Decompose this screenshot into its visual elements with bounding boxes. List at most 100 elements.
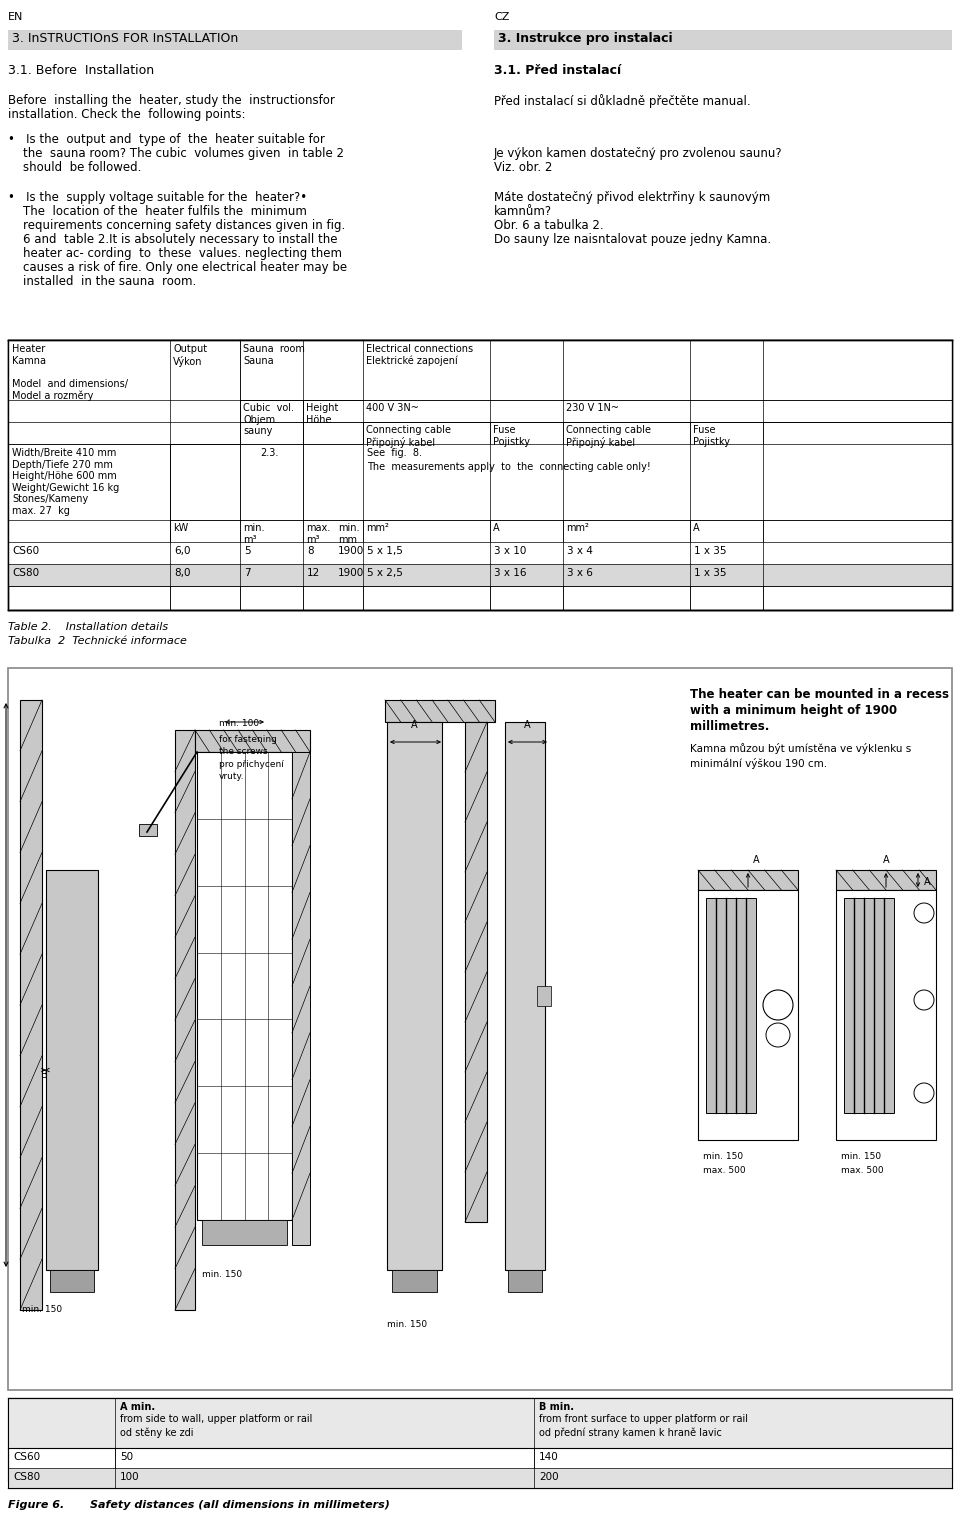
- Text: installation. Check the  following points:: installation. Check the following points…: [8, 107, 246, 121]
- Bar: [8, 542, 952, 564]
- Text: od stěny ke zdi: od stěny ke zdi: [120, 1428, 194, 1439]
- Text: Před instalací si důkladně přečtěte manual.: Před instalací si důkladně přečtěte manu…: [494, 94, 751, 107]
- Text: 3.1. Před instalací: 3.1. Před instalací: [494, 64, 621, 77]
- Text: Fuse
Pojistky: Fuse Pojistky: [693, 425, 730, 446]
- Bar: [240, 340, 363, 399]
- Bar: [385, 701, 495, 722]
- Circle shape: [914, 990, 934, 1011]
- Text: CS60: CS60: [12, 546, 39, 555]
- Text: Connecting cable
Připojný kabel: Connecting cable Připojný kabel: [566, 425, 651, 448]
- Text: Cubic  vol.
Objem
sauny: Cubic vol. Objem sauny: [243, 402, 294, 436]
- Text: 200: 200: [539, 1472, 559, 1483]
- Bar: [8, 669, 952, 1390]
- Text: 400 V 3N~: 400 V 3N~: [366, 402, 419, 413]
- Text: millimetres.: millimetres.: [690, 720, 769, 732]
- Text: CS80: CS80: [12, 567, 39, 578]
- Text: od přední strany kamen k hraně lavic: od přední strany kamen k hraně lavic: [539, 1428, 722, 1439]
- Text: A: A: [411, 720, 418, 729]
- Text: 8: 8: [307, 546, 314, 555]
- Text: A: A: [924, 878, 930, 887]
- Text: for fastening: for fastening: [219, 735, 276, 744]
- Bar: [363, 340, 952, 399]
- Bar: [292, 752, 310, 1245]
- Text: min. 150: min. 150: [841, 1151, 881, 1160]
- Text: 1900: 1900: [338, 567, 364, 578]
- Text: min. 150: min. 150: [703, 1151, 743, 1160]
- Text: 12: 12: [307, 567, 321, 578]
- Text: 6 and  table 2.It is absolutely necessary to install the: 6 and table 2.It is absolutely necessary…: [8, 233, 338, 247]
- Text: 1 x 35: 1 x 35: [694, 567, 727, 578]
- Text: 100: 100: [120, 1472, 139, 1483]
- Text: min. 1100: min. 1100: [0, 964, 3, 1006]
- Bar: [175, 729, 195, 1310]
- Text: with a minimum height of 1900: with a minimum height of 1900: [690, 704, 898, 717]
- Text: min. 150: min. 150: [387, 1319, 427, 1328]
- Bar: [465, 722, 487, 1223]
- Text: Je výkon kamen dostatečný pro zvolenou saunu?: Je výkon kamen dostatečný pro zvolenou s…: [494, 147, 782, 160]
- Text: CS80: CS80: [13, 1472, 40, 1483]
- Bar: [8, 340, 952, 610]
- Text: from side to wall, upper platform or rail: from side to wall, upper platform or rai…: [120, 1415, 312, 1424]
- Bar: [563, 399, 952, 422]
- Text: causes a risk of fire. Only one electrical heater may be: causes a risk of fire. Only one electric…: [8, 262, 348, 274]
- Text: CS60: CS60: [13, 1452, 40, 1462]
- Text: 3 x 16: 3 x 16: [494, 567, 526, 578]
- Text: Sauna  room
Sauna: Sauna room Sauna: [243, 343, 305, 366]
- Text: 3.1. Before  Installation: 3.1. Before Installation: [8, 64, 155, 77]
- Bar: [8, 1398, 952, 1480]
- Text: Figure 6.: Figure 6.: [8, 1499, 64, 1510]
- Text: A min.: A min.: [120, 1403, 156, 1412]
- Text: A: A: [493, 523, 499, 533]
- Text: max.
m³: max. m³: [306, 523, 330, 545]
- Text: 1900: 1900: [338, 546, 364, 555]
- Text: pro přichycení: pro přichycení: [219, 760, 284, 769]
- Text: Heater
Kamna

Model  and dimensions/
Model a rozměry: Heater Kamna Model and dimensions/ Model…: [12, 343, 128, 401]
- Bar: [50, 1269, 94, 1292]
- Text: the  sauna room? The cubic  volumes given  in table 2: the sauna room? The cubic volumes given …: [8, 147, 344, 160]
- Bar: [8, 443, 170, 542]
- Text: max. 500: max. 500: [841, 1167, 883, 1176]
- Text: vruty.: vruty.: [219, 772, 245, 781]
- Bar: [20, 701, 42, 1310]
- Text: should  be followed.: should be followed.: [8, 160, 141, 174]
- Text: kamnům?: kamnům?: [494, 204, 552, 218]
- Text: Obr. 6 a tabulka 2.: Obr. 6 a tabulka 2.: [494, 219, 604, 231]
- Text: requirements concerning safety distances given in fig.: requirements concerning safety distances…: [8, 219, 346, 231]
- Text: B: B: [40, 1070, 47, 1080]
- Bar: [195, 729, 310, 752]
- Text: Electrical connections
Elektrické zapojení: Electrical connections Elektrické zapoje…: [366, 343, 473, 366]
- Text: 3 x 6: 3 x 6: [567, 567, 593, 578]
- Text: min.
mm: min. mm: [338, 523, 359, 545]
- Bar: [139, 825, 157, 837]
- Text: 50: 50: [120, 1452, 133, 1462]
- Text: The  measurements apply  to  the  connecting cable only!: The measurements apply to the connecting…: [367, 461, 651, 472]
- Text: B min.: B min.: [539, 1403, 574, 1412]
- Text: 6,0: 6,0: [174, 546, 190, 555]
- Text: 5 x 1,5: 5 x 1,5: [367, 546, 403, 555]
- Text: min. 150: min. 150: [22, 1306, 62, 1313]
- Bar: [363, 443, 952, 520]
- Bar: [494, 30, 952, 50]
- Bar: [8, 340, 240, 443]
- Bar: [836, 890, 936, 1139]
- Text: Viz. obr. 2: Viz. obr. 2: [494, 160, 552, 174]
- Text: The  location of the  heater fulfils the  minimum: The location of the heater fulfils the m…: [8, 204, 307, 218]
- Text: Table 2.    Installation details: Table 2. Installation details: [8, 622, 168, 632]
- Circle shape: [766, 1023, 790, 1047]
- Bar: [8, 1468, 952, 1487]
- Text: The heater can be mounted in a recess: The heater can be mounted in a recess: [690, 688, 949, 701]
- Text: 8,0: 8,0: [174, 567, 190, 578]
- Text: Do sauny lze naisntalovat pouze jedny Kamna.: Do sauny lze naisntalovat pouze jedny Ka…: [494, 233, 771, 247]
- Bar: [46, 870, 98, 1269]
- Bar: [505, 722, 545, 1269]
- Text: Width/Breite 410 mm
Depth/Tiefe 270 mm
Height/Höhe 600 mm
Weight/Gewicht 16 kg
S: Width/Breite 410 mm Depth/Tiefe 270 mm H…: [12, 448, 119, 516]
- Text: A: A: [693, 523, 700, 533]
- Bar: [537, 986, 551, 1006]
- Text: 3 x 4: 3 x 4: [567, 546, 593, 555]
- Text: mm²: mm²: [566, 523, 588, 533]
- Bar: [508, 1269, 542, 1292]
- Bar: [363, 399, 563, 422]
- Bar: [8, 1398, 952, 1448]
- Text: Fuse
Pojistky: Fuse Pojistky: [493, 425, 530, 446]
- Bar: [197, 752, 292, 1219]
